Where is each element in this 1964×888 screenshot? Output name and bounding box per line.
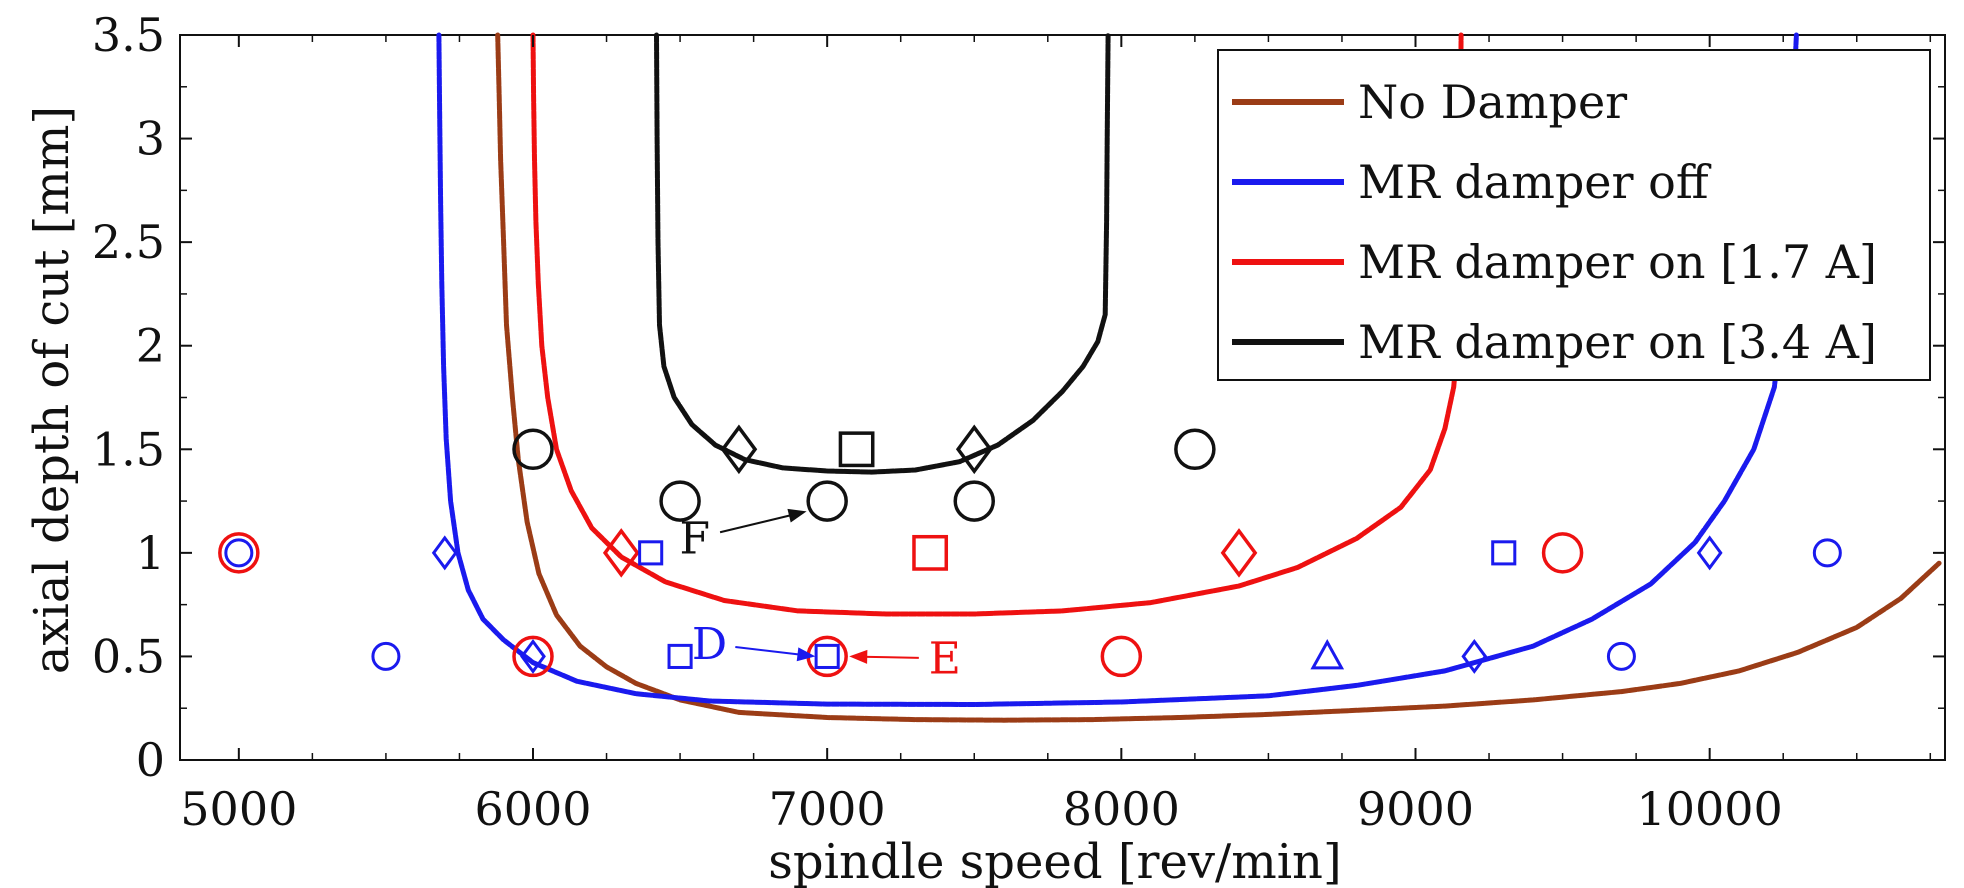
marker-circle [218, 532, 260, 574]
annotation-arrow-head [787, 508, 807, 523]
x-axis-label: spindle speed [rev/min] [768, 834, 1341, 888]
series-line-3 [530, 32, 1464, 617]
legend-label-4: MR damper on [3.4 A] [1358, 315, 1877, 369]
legend-label-1: No Damper [1358, 75, 1627, 129]
y-axis-label: axial depth of cut [mm] [24, 106, 80, 674]
annotation-layer: D E F [680, 508, 961, 685]
annotation-label-f: F [680, 513, 711, 564]
annotation-label-d: D [692, 619, 727, 670]
marker-circle [512, 428, 554, 471]
y-tick-label: 1 [136, 526, 165, 580]
x-tick-label: 8000 [1063, 782, 1180, 836]
marker-diamond [1696, 535, 1723, 571]
x-tick-label: 9000 [1357, 782, 1474, 836]
marker-diamond [1220, 528, 1258, 578]
marker-circle [953, 480, 995, 522]
marker-circle [1606, 641, 1636, 671]
series-line-1 [495, 32, 1942, 723]
series-layer [436, 32, 1942, 723]
marker-triangle [1310, 639, 1345, 670]
annotation-arrow-shaft [861, 655, 919, 659]
marker-circle [659, 480, 701, 522]
marker-circle [512, 635, 554, 678]
marker-square [912, 534, 949, 571]
tick-layer: 5000 6000 7000 8000 9000 10000 0 0.5 1 1.5 2 2.5 3 3.… [92, 8, 1945, 836]
y-tick-label: 0 [136, 733, 165, 787]
legend: No Damper MR damper off MR damper on [1.7 … [1217, 49, 1931, 381]
annotation-label-e: E [929, 634, 961, 685]
marker-circle [806, 480, 848, 522]
marker-diamond [520, 638, 546, 674]
marker-diamond [720, 424, 758, 475]
x-tick-label: 7000 [769, 782, 886, 836]
y-tick-label: 3 [136, 112, 165, 166]
marker-layer [218, 424, 1842, 678]
y-tick-label: 2.5 [92, 215, 165, 269]
legend-label-3: MR damper on [1.7 A] [1358, 235, 1877, 289]
x-tick-label: 6000 [474, 782, 591, 836]
annotation-arrow-head [849, 649, 868, 664]
marker-diamond [1461, 638, 1488, 674]
y-tick-label: 3.5 [92, 8, 165, 62]
annotation-arrow-shaft [735, 646, 804, 657]
marker-diamond [955, 424, 993, 475]
y-tick-label: 2 [136, 319, 165, 373]
marker-diamond [602, 528, 640, 578]
series-line-4 [654, 32, 1111, 475]
marker-circle [1100, 635, 1143, 678]
marker-circle [1174, 428, 1216, 471]
annotation-arrow-shaft [719, 513, 796, 534]
y-tick-label: 0.5 [92, 629, 165, 683]
marker-square [638, 540, 664, 566]
marker-square [1491, 540, 1517, 566]
x-tick-label: 5000 [180, 782, 297, 836]
marker-square [838, 431, 875, 468]
marker-circle [1541, 532, 1584, 574]
marker-diamond [431, 535, 458, 571]
marker-circle [224, 538, 254, 568]
x-tick-label: 10000 [1636, 782, 1782, 836]
legend-label-2: MR damper off [1358, 155, 1712, 209]
marker-circle [371, 641, 401, 671]
marker-square [667, 643, 693, 669]
annotation-arrow-head [796, 647, 816, 662]
marker-circle [1812, 538, 1842, 568]
series-line-2 [436, 32, 1799, 707]
y-tick-label: 1.5 [92, 422, 165, 476]
marker-square [814, 643, 840, 669]
